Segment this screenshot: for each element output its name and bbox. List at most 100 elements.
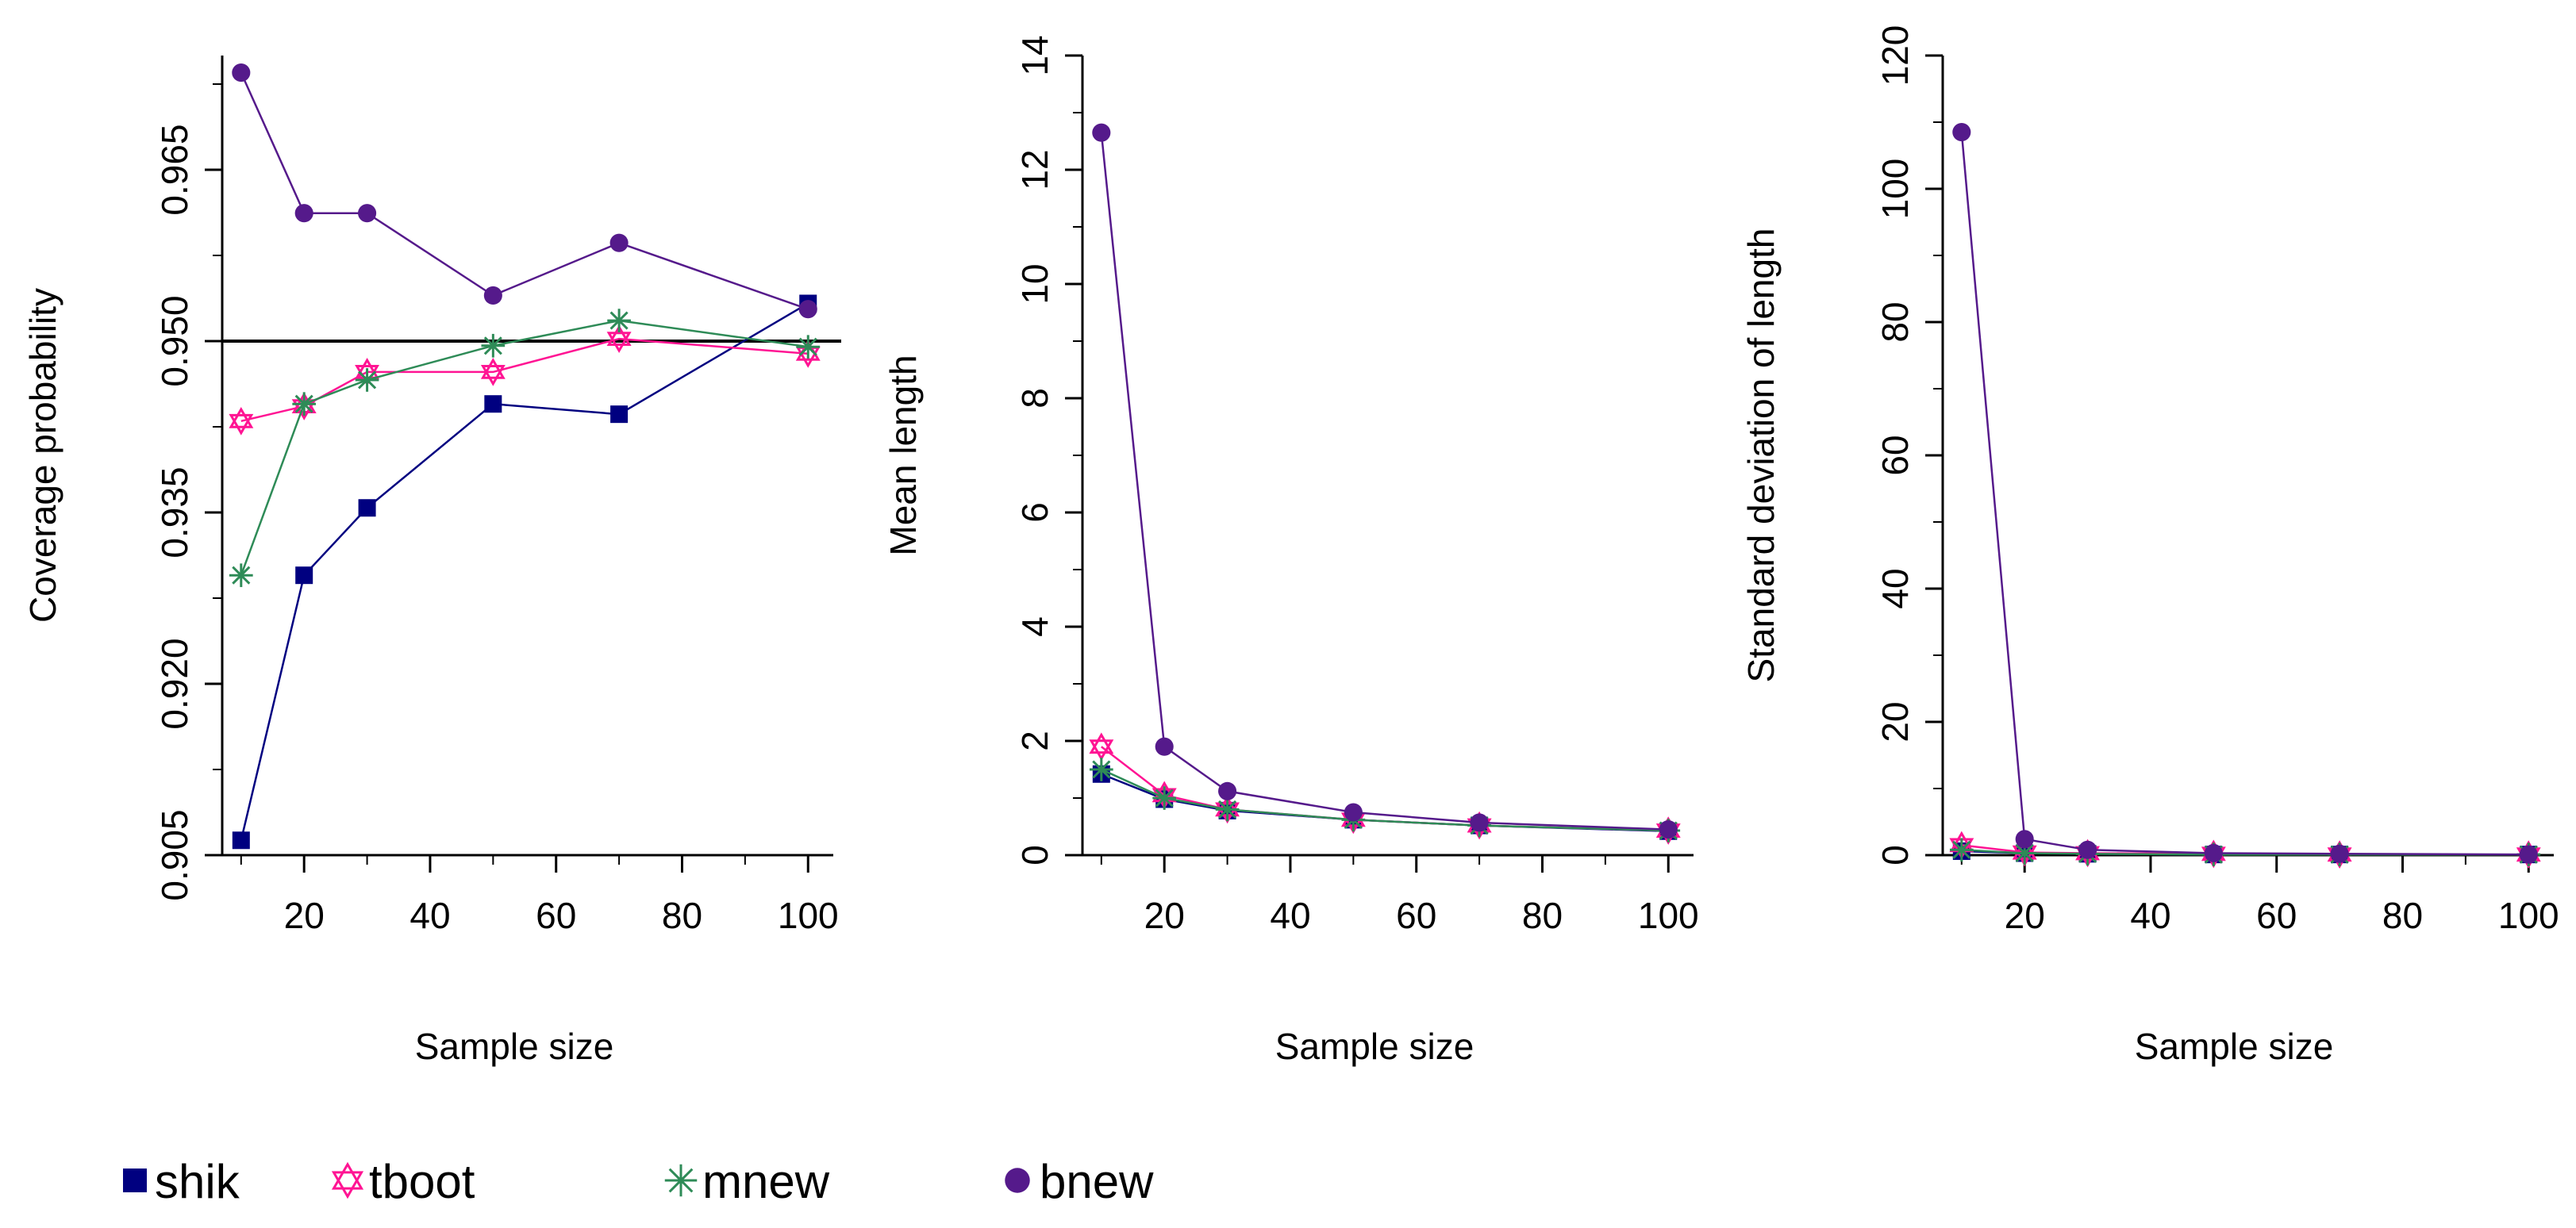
legend-item-mnew: mnew — [664, 1155, 830, 1208]
series-line-shik — [240, 302, 809, 841]
coverage-probability-y-axis: 0.905 0.920 0.935 0.950 0.965 — [154, 56, 224, 901]
y-tick-label: 10 — [1014, 263, 1055, 304]
data-point-bnew — [1092, 123, 1111, 142]
y-tick-label: 0.965 — [154, 124, 195, 215]
legend-label-tboot: tboot — [369, 1155, 475, 1208]
y-tick-label: 4 — [1014, 616, 1055, 637]
series-tboot — [229, 324, 821, 436]
legend-marker-mnew — [664, 1164, 698, 1197]
data-point-tboot — [229, 407, 254, 436]
sd-length-panel: 0 20 40 60 80 100 120 20 40 60 80 100 Standard dev… — [1740, 25, 2559, 1067]
x-tick-label: 100 — [2498, 895, 2559, 936]
coverage-probability-panel: 0.905 0.920 0.935 0.950 0.965 20 40 60 80 100 Co… — [22, 56, 841, 1067]
data-point-bnew — [483, 286, 502, 305]
x-tick-label: 100 — [1638, 895, 1699, 936]
x-tick-label: 80 — [1522, 895, 1563, 936]
data-point-tboot — [480, 357, 506, 386]
y-tick-label: 8 — [1014, 388, 1055, 409]
data-point-shik — [610, 405, 629, 424]
data-point-bnew — [232, 63, 251, 83]
y-tick-label: 80 — [1874, 301, 1916, 342]
data-point-bnew — [1470, 813, 1489, 832]
x-tick-label: 100 — [778, 895, 839, 936]
x-tick-label: 60 — [2256, 895, 2297, 936]
x-tick-label: 20 — [1144, 895, 1185, 936]
sd-length-y-axis: 0 20 40 60 80 100 120 — [1874, 25, 1944, 865]
data-point-bnew — [798, 300, 817, 319]
data-point-mnew — [2013, 841, 2037, 865]
y-tick-label: 0.920 — [154, 638, 195, 729]
x-tick-label: 20 — [284, 895, 325, 936]
series-line-bnew — [1960, 132, 2529, 856]
data-point-mnew — [1949, 838, 1974, 862]
sd-length-y-axis-title: Standard deviation of length — [1740, 228, 1782, 683]
data-point-bnew — [1155, 737, 1174, 756]
data-point-shik — [484, 395, 502, 413]
y-tick-label: 6 — [1014, 502, 1055, 523]
coverage-probability-x-axis: 20 40 60 80 100 — [222, 854, 839, 936]
data-point-shik — [358, 499, 376, 517]
data-point-bnew — [1659, 820, 1678, 839]
mean-length-x-axis-title: Sample size — [1275, 1026, 1474, 1067]
data-point-bnew — [2330, 844, 2349, 863]
series-bnew — [1952, 123, 2538, 864]
legend-marker-tboot — [331, 1161, 364, 1199]
y-tick-label: 12 — [1014, 149, 1055, 190]
data-point-bnew — [2204, 843, 2223, 863]
y-tick-label: 0 — [1014, 845, 1055, 865]
y-tick-label: 20 — [1874, 701, 1916, 742]
x-tick-label: 40 — [2130, 895, 2170, 936]
series-line-tboot — [1101, 746, 1669, 832]
sd-length-series-layer — [1949, 123, 2541, 869]
data-point-bnew — [2519, 845, 2538, 864]
legend: shik tboot mnew bnew — [123, 1155, 1154, 1208]
mean-length-y-axis-title: Mean length — [882, 355, 924, 555]
data-point-bnew — [1952, 123, 1971, 142]
x-tick-label: 80 — [662, 895, 702, 936]
data-point-mnew — [229, 563, 253, 588]
coverage-probability-x-axis-title: Sample size — [415, 1026, 614, 1067]
legend-marker-shik — [123, 1169, 147, 1192]
data-point-mnew — [355, 368, 379, 392]
data-point-bnew — [2015, 830, 2034, 849]
series-tboot — [1949, 831, 2541, 869]
legend-item-shik: shik — [123, 1155, 240, 1208]
data-point-mnew — [796, 335, 821, 359]
y-tick-label: 0.905 — [154, 809, 195, 900]
x-tick-label: 60 — [1396, 895, 1436, 936]
data-point-shik — [295, 566, 313, 585]
sd-length-x-axis-title: Sample size — [2135, 1026, 2334, 1067]
mean-length-y-axis: 0 2 4 6 8 10 12 14 — [1014, 35, 1084, 865]
series-shik — [232, 294, 817, 850]
series-line-bnew — [1100, 132, 1669, 831]
series-bnew — [232, 63, 817, 319]
series-line-mnew — [240, 319, 809, 576]
data-point-bnew — [2078, 840, 2097, 859]
coverage-probability-series-layer — [229, 63, 821, 850]
series-line-tboot — [240, 337, 809, 423]
legend-label-shik: shik — [155, 1155, 240, 1208]
x-tick-label: 40 — [1270, 895, 1310, 936]
data-point-tboot — [1089, 732, 1114, 762]
mean-length-x-axis: 20 40 60 80 100 — [1082, 854, 1699, 936]
legend-item-bnew: bnew — [1005, 1155, 1154, 1208]
mean-length-series-layer — [1089, 123, 1681, 845]
data-point-mnew — [607, 309, 631, 332]
data-point-mnew — [1152, 786, 1177, 810]
data-point-mnew — [481, 333, 506, 358]
x-tick-label: 20 — [2005, 895, 2045, 936]
data-point-tboot — [606, 324, 632, 353]
y-tick-label: 2 — [1014, 731, 1055, 751]
coverage-probability-y-axis-title: Coverage probability — [22, 288, 63, 623]
data-point-mnew — [292, 392, 317, 416]
x-tick-label: 40 — [409, 895, 450, 936]
data-point-shik — [232, 831, 250, 850]
data-point-bnew — [1344, 803, 1363, 822]
y-tick-label: 0.935 — [154, 466, 195, 558]
y-tick-label: 100 — [1874, 159, 1916, 220]
data-point-bnew — [294, 204, 313, 223]
series-line-mnew — [1101, 768, 1669, 832]
series-line-bnew — [240, 72, 809, 310]
legend-marker-bnew — [1005, 1168, 1030, 1193]
